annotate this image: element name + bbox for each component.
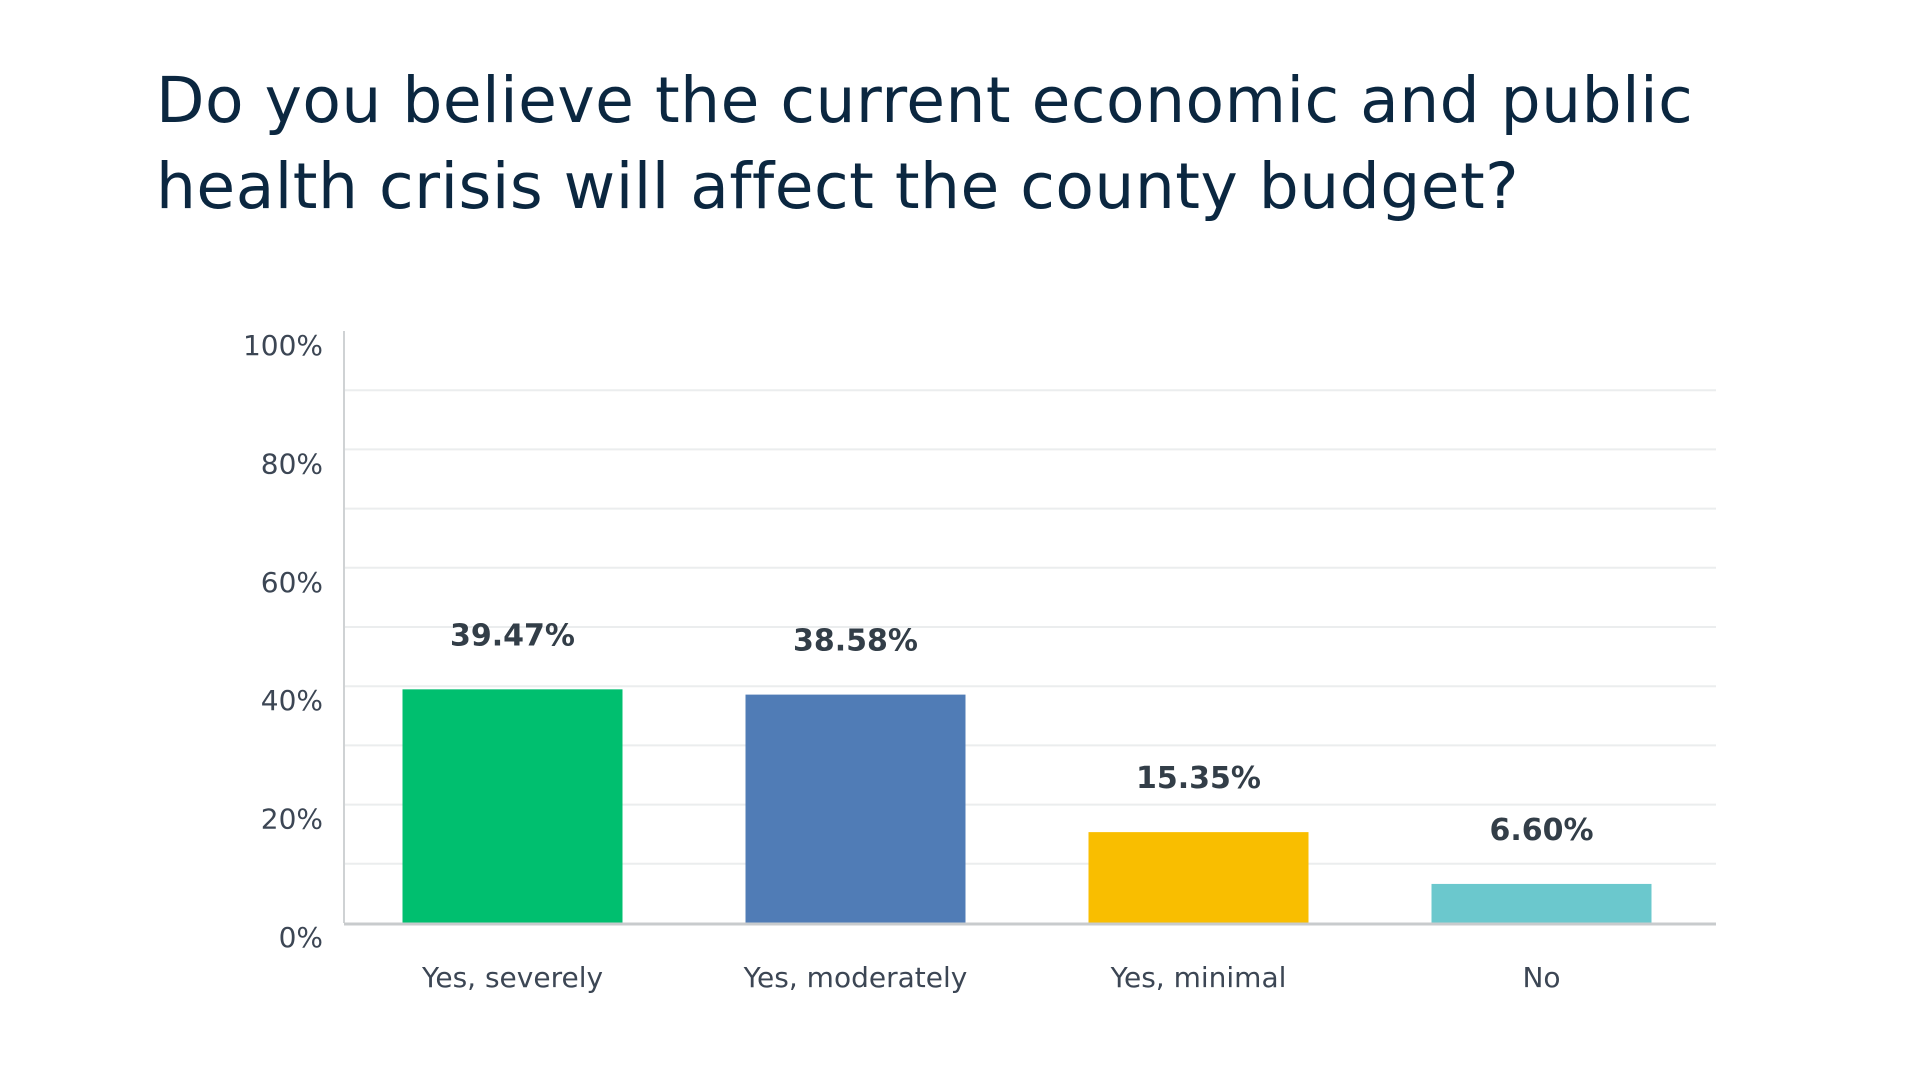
bar (402, 689, 623, 923)
bar-value-label: 15.35% (1136, 761, 1261, 796)
bar-value-label: 39.47% (450, 618, 575, 653)
y-tick-label: 0% (279, 921, 323, 954)
y-tick-label: 100% (243, 329, 323, 362)
value-labels: 39.47% 38.58% 15.35% 6.60% (450, 618, 1594, 848)
x-category-label: No (1522, 961, 1560, 994)
x-axis-labels: Yes, severely Yes, moderately Yes, minimal… (421, 961, 1561, 994)
x-category-label: Yes, moderately (743, 961, 968, 994)
bar-value-label: 38.58% (793, 624, 918, 659)
y-axis-ticks: 0% 20% 40% 60% 80% 100% (243, 329, 323, 954)
chart-title: Do you believe the current economic and … (156, 64, 1694, 223)
bar (745, 694, 966, 923)
y-tick-label: 40% (261, 684, 323, 717)
x-category-label: Yes, severely (421, 961, 603, 994)
bar-value-label: 6.60% (1489, 813, 1593, 848)
y-tick-label: 20% (261, 803, 323, 836)
y-tick-label: 80% (261, 447, 323, 480)
y-tick-label: 60% (261, 566, 323, 599)
x-category-label: Yes, minimal (1110, 961, 1287, 994)
gridlines (344, 389, 1716, 865)
bars (402, 689, 1652, 923)
bar (1431, 883, 1652, 923)
bar (1088, 832, 1309, 923)
